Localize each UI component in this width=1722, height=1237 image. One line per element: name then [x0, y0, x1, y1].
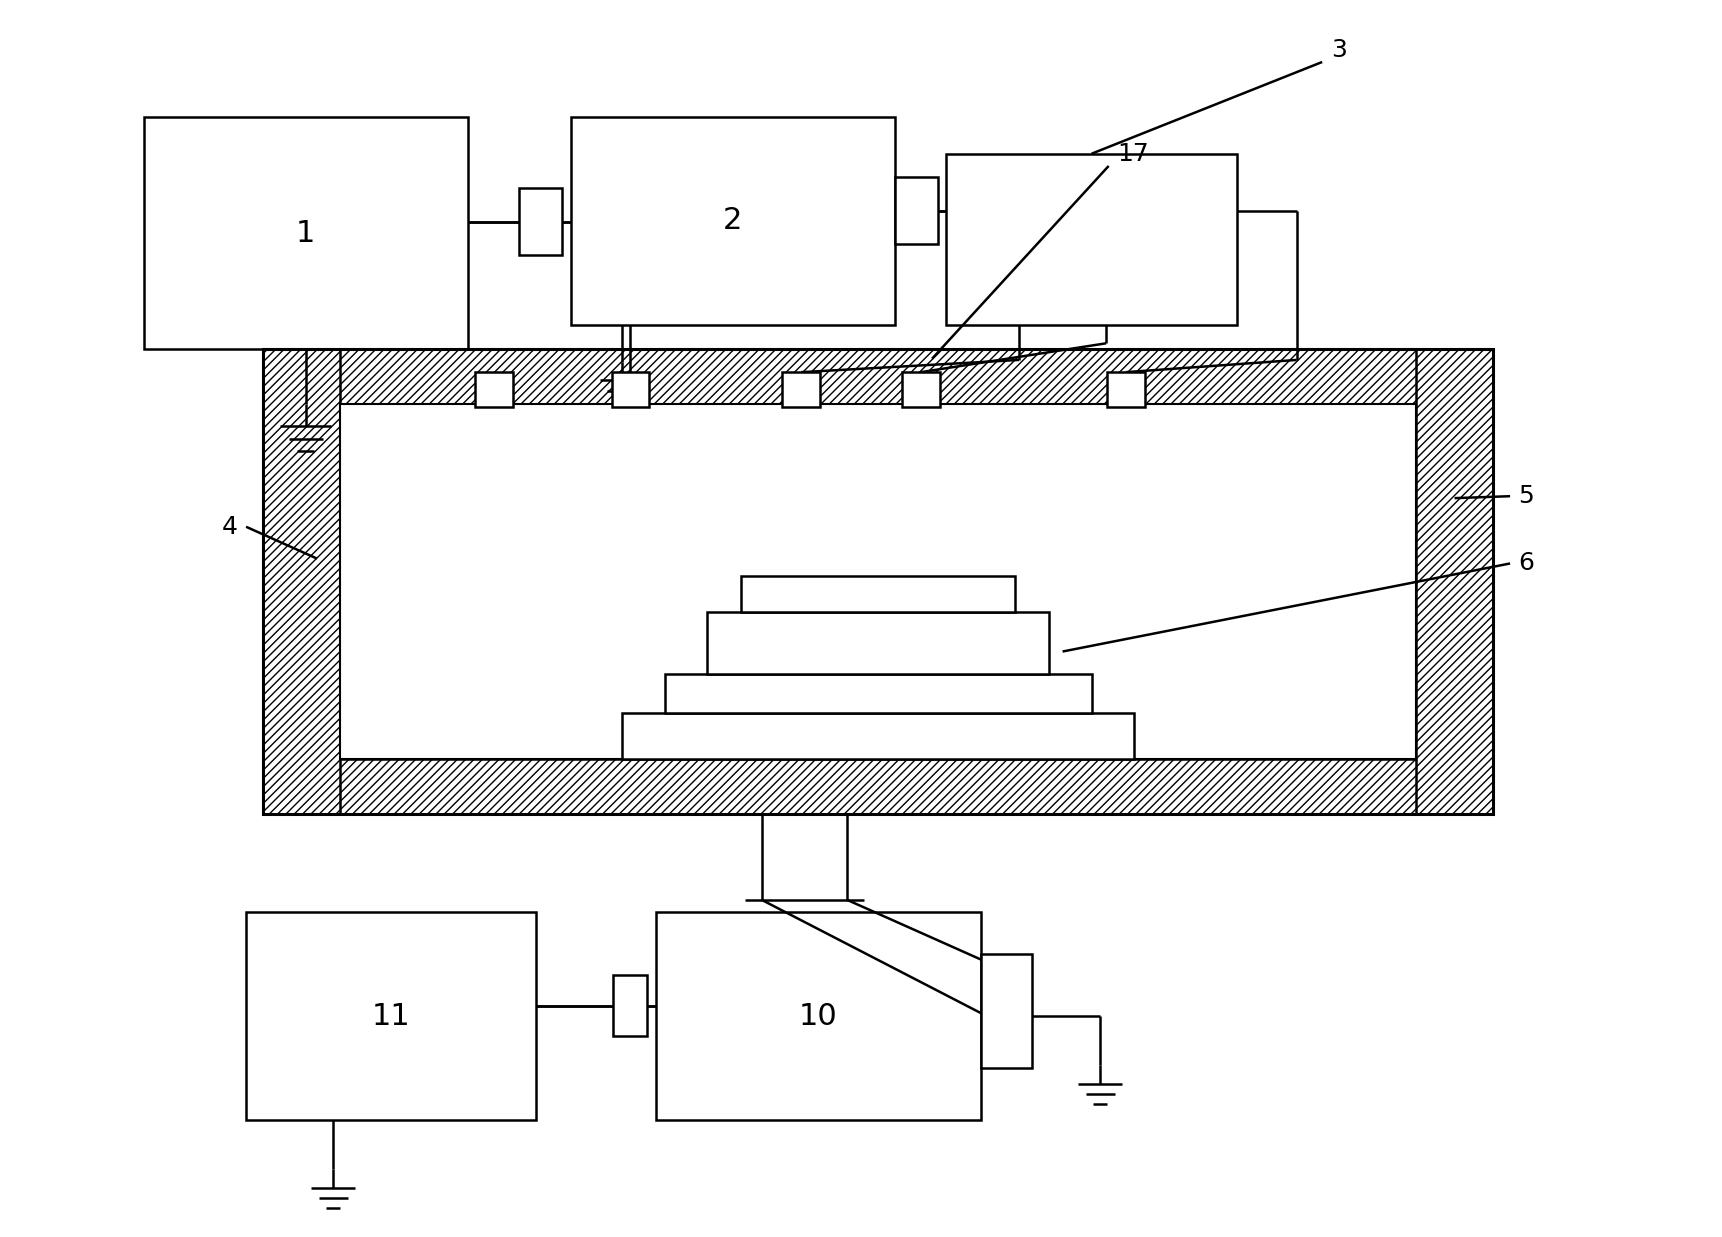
Bar: [980, 954, 1031, 1068]
Bar: [665, 673, 1092, 713]
Bar: [570, 118, 895, 325]
Bar: [613, 975, 647, 1037]
Bar: [611, 372, 649, 407]
Bar: [947, 153, 1236, 325]
Bar: [263, 349, 1493, 814]
Bar: [263, 349, 339, 814]
Bar: [339, 404, 1415, 760]
Bar: [656, 912, 980, 1119]
Text: 2: 2: [723, 207, 742, 235]
Text: 10: 10: [799, 1002, 837, 1030]
Bar: [475, 372, 513, 407]
Bar: [143, 118, 468, 349]
Bar: [622, 713, 1135, 760]
Bar: [520, 188, 561, 255]
Bar: [708, 612, 1049, 673]
Text: 1: 1: [296, 219, 315, 247]
Bar: [742, 575, 1014, 612]
Bar: [1415, 349, 1493, 814]
Text: 17: 17: [1118, 142, 1149, 166]
Text: 6: 6: [1519, 552, 1534, 575]
Bar: [263, 760, 1493, 814]
Text: 3: 3: [1331, 38, 1347, 62]
Bar: [246, 912, 537, 1119]
Text: 5: 5: [1519, 484, 1534, 508]
Bar: [1107, 372, 1145, 407]
Bar: [902, 372, 940, 407]
Bar: [782, 372, 820, 407]
Text: 11: 11: [372, 1002, 410, 1030]
Text: 4: 4: [222, 515, 238, 539]
Bar: [895, 177, 938, 244]
Bar: [263, 349, 1493, 404]
